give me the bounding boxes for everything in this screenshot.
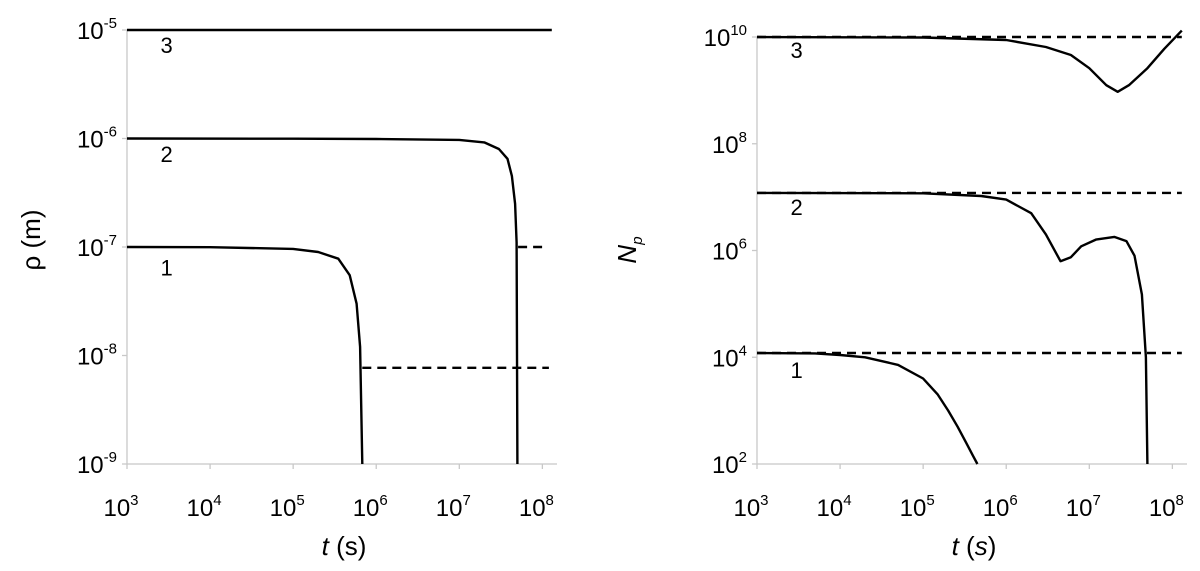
x-tick-exp: 8	[546, 492, 554, 509]
y-tick-exp: -7	[104, 232, 117, 249]
y-tick-label: 1010	[704, 22, 747, 52]
chart-rho: 103 104 105 106 107 10810-510-610-710-810-932…	[16, 15, 557, 561]
series-line-1	[126, 245, 364, 465]
x-tick-label: 107	[436, 492, 471, 522]
x-tick-label: 104	[817, 492, 852, 522]
y-tick-base: 10	[77, 127, 104, 154]
x-tick-base: 10	[353, 495, 380, 522]
y-tick-base: 10	[77, 452, 104, 479]
series-line-1	[756, 351, 979, 465]
y-tick-exp: -5	[104, 15, 117, 32]
y-tick-exp: 4	[739, 342, 747, 359]
x-tick-exp: 4	[843, 492, 851, 509]
x-tick-exp: 5	[926, 492, 934, 509]
x-tick-label: 106	[983, 492, 1018, 522]
x-tick-label: 108	[519, 492, 554, 522]
y-tick-base: 10	[77, 344, 104, 371]
x-axis-title-var: t	[322, 531, 331, 561]
x-tick-exp: 8	[1176, 492, 1184, 509]
x-axis-title-unit: (	[959, 531, 975, 561]
y-axis-title: Np	[612, 236, 646, 263]
x-tick-base: 10	[983, 495, 1010, 522]
y-tick-base: 10	[77, 235, 104, 262]
y-tick-label: 10-5	[77, 15, 117, 45]
x-tick-exp: 6	[1009, 492, 1017, 509]
curve-label-1: 1	[791, 358, 803, 383]
x-axis-title-unit-var: s	[975, 531, 988, 561]
x-tick-label: 103	[733, 492, 768, 522]
y-tick-label: 10-6	[77, 124, 117, 154]
series-line-2	[756, 191, 1149, 465]
curve-label-1: 1	[161, 255, 173, 280]
x-axis-title-unit: (s)	[329, 531, 367, 561]
y-axis-title-sub: p	[629, 236, 646, 245]
x-tick-exp: 3	[760, 492, 768, 509]
x-tick-label: 107	[1066, 492, 1101, 522]
x-tick-base: 10	[817, 495, 844, 522]
y-tick-label: 102	[712, 449, 747, 479]
series-line-3	[756, 29, 1183, 93]
y-tick-base: 10	[712, 132, 739, 159]
curve-label-2: 2	[161, 142, 173, 167]
x-axis-title: t (s)	[952, 531, 997, 561]
x-axis-title-unit-close: )	[988, 531, 997, 561]
y-tick-exp: 8	[739, 129, 747, 146]
y-axis-title-main: N	[612, 245, 642, 264]
x-tick-label: 105	[270, 492, 305, 522]
y-tick-label: 10-7	[77, 232, 117, 262]
y-tick-exp: 2	[739, 449, 747, 466]
y-tick-label: 108	[712, 129, 747, 159]
x-tick-base: 10	[1066, 495, 1093, 522]
x-tick-exp: 7	[1092, 492, 1100, 509]
x-tick-exp: 7	[462, 492, 470, 509]
y-tick-exp: 10	[730, 22, 747, 39]
x-tick-label: 103	[103, 492, 138, 522]
x-tick-label: 106	[353, 492, 388, 522]
x-tick-base: 10	[436, 495, 463, 522]
x-tick-base: 10	[900, 495, 927, 522]
y-tick-exp: -8	[104, 341, 117, 358]
x-axis-title-var: t	[952, 531, 961, 561]
x-tick-base: 10	[187, 495, 214, 522]
series-line-2	[126, 137, 519, 465]
x-tick-base: 10	[103, 495, 130, 522]
y-tick-base: 10	[712, 345, 739, 372]
y-tick-label: 106	[712, 236, 747, 266]
x-tick-exp: 3	[130, 492, 138, 509]
y-tick-label: 10-9	[77, 449, 117, 479]
x-tick-label: 108	[1149, 492, 1184, 522]
x-tick-base: 10	[733, 495, 760, 522]
curve-label-3: 3	[161, 33, 173, 58]
x-tick-base: 10	[519, 495, 546, 522]
y-tick-base: 10	[712, 239, 739, 266]
x-tick-base: 10	[1149, 495, 1176, 522]
x-tick-label: 104	[187, 492, 222, 522]
y-tick-exp: -6	[104, 124, 117, 141]
y-tick-base: 10	[712, 452, 739, 479]
curve-label-3: 3	[791, 38, 803, 63]
x-tick-base: 10	[270, 495, 297, 522]
y-tick-label: 104	[712, 342, 747, 372]
curve-label-2: 2	[791, 195, 803, 220]
y-tick-base: 10	[77, 18, 104, 45]
y-tick-exp: -9	[104, 449, 117, 466]
y-axis-title: ρ (m)	[16, 210, 46, 271]
y-tick-label: 10-8	[77, 341, 117, 371]
x-tick-exp: 6	[379, 492, 387, 509]
y-tick-base: 10	[704, 25, 731, 52]
x-tick-exp: 5	[296, 492, 304, 509]
y-tick-exp: 6	[739, 236, 747, 253]
x-axis-title: t (s)	[322, 531, 367, 561]
x-tick-exp: 4	[213, 492, 221, 509]
x-tick-label: 105	[900, 492, 935, 522]
